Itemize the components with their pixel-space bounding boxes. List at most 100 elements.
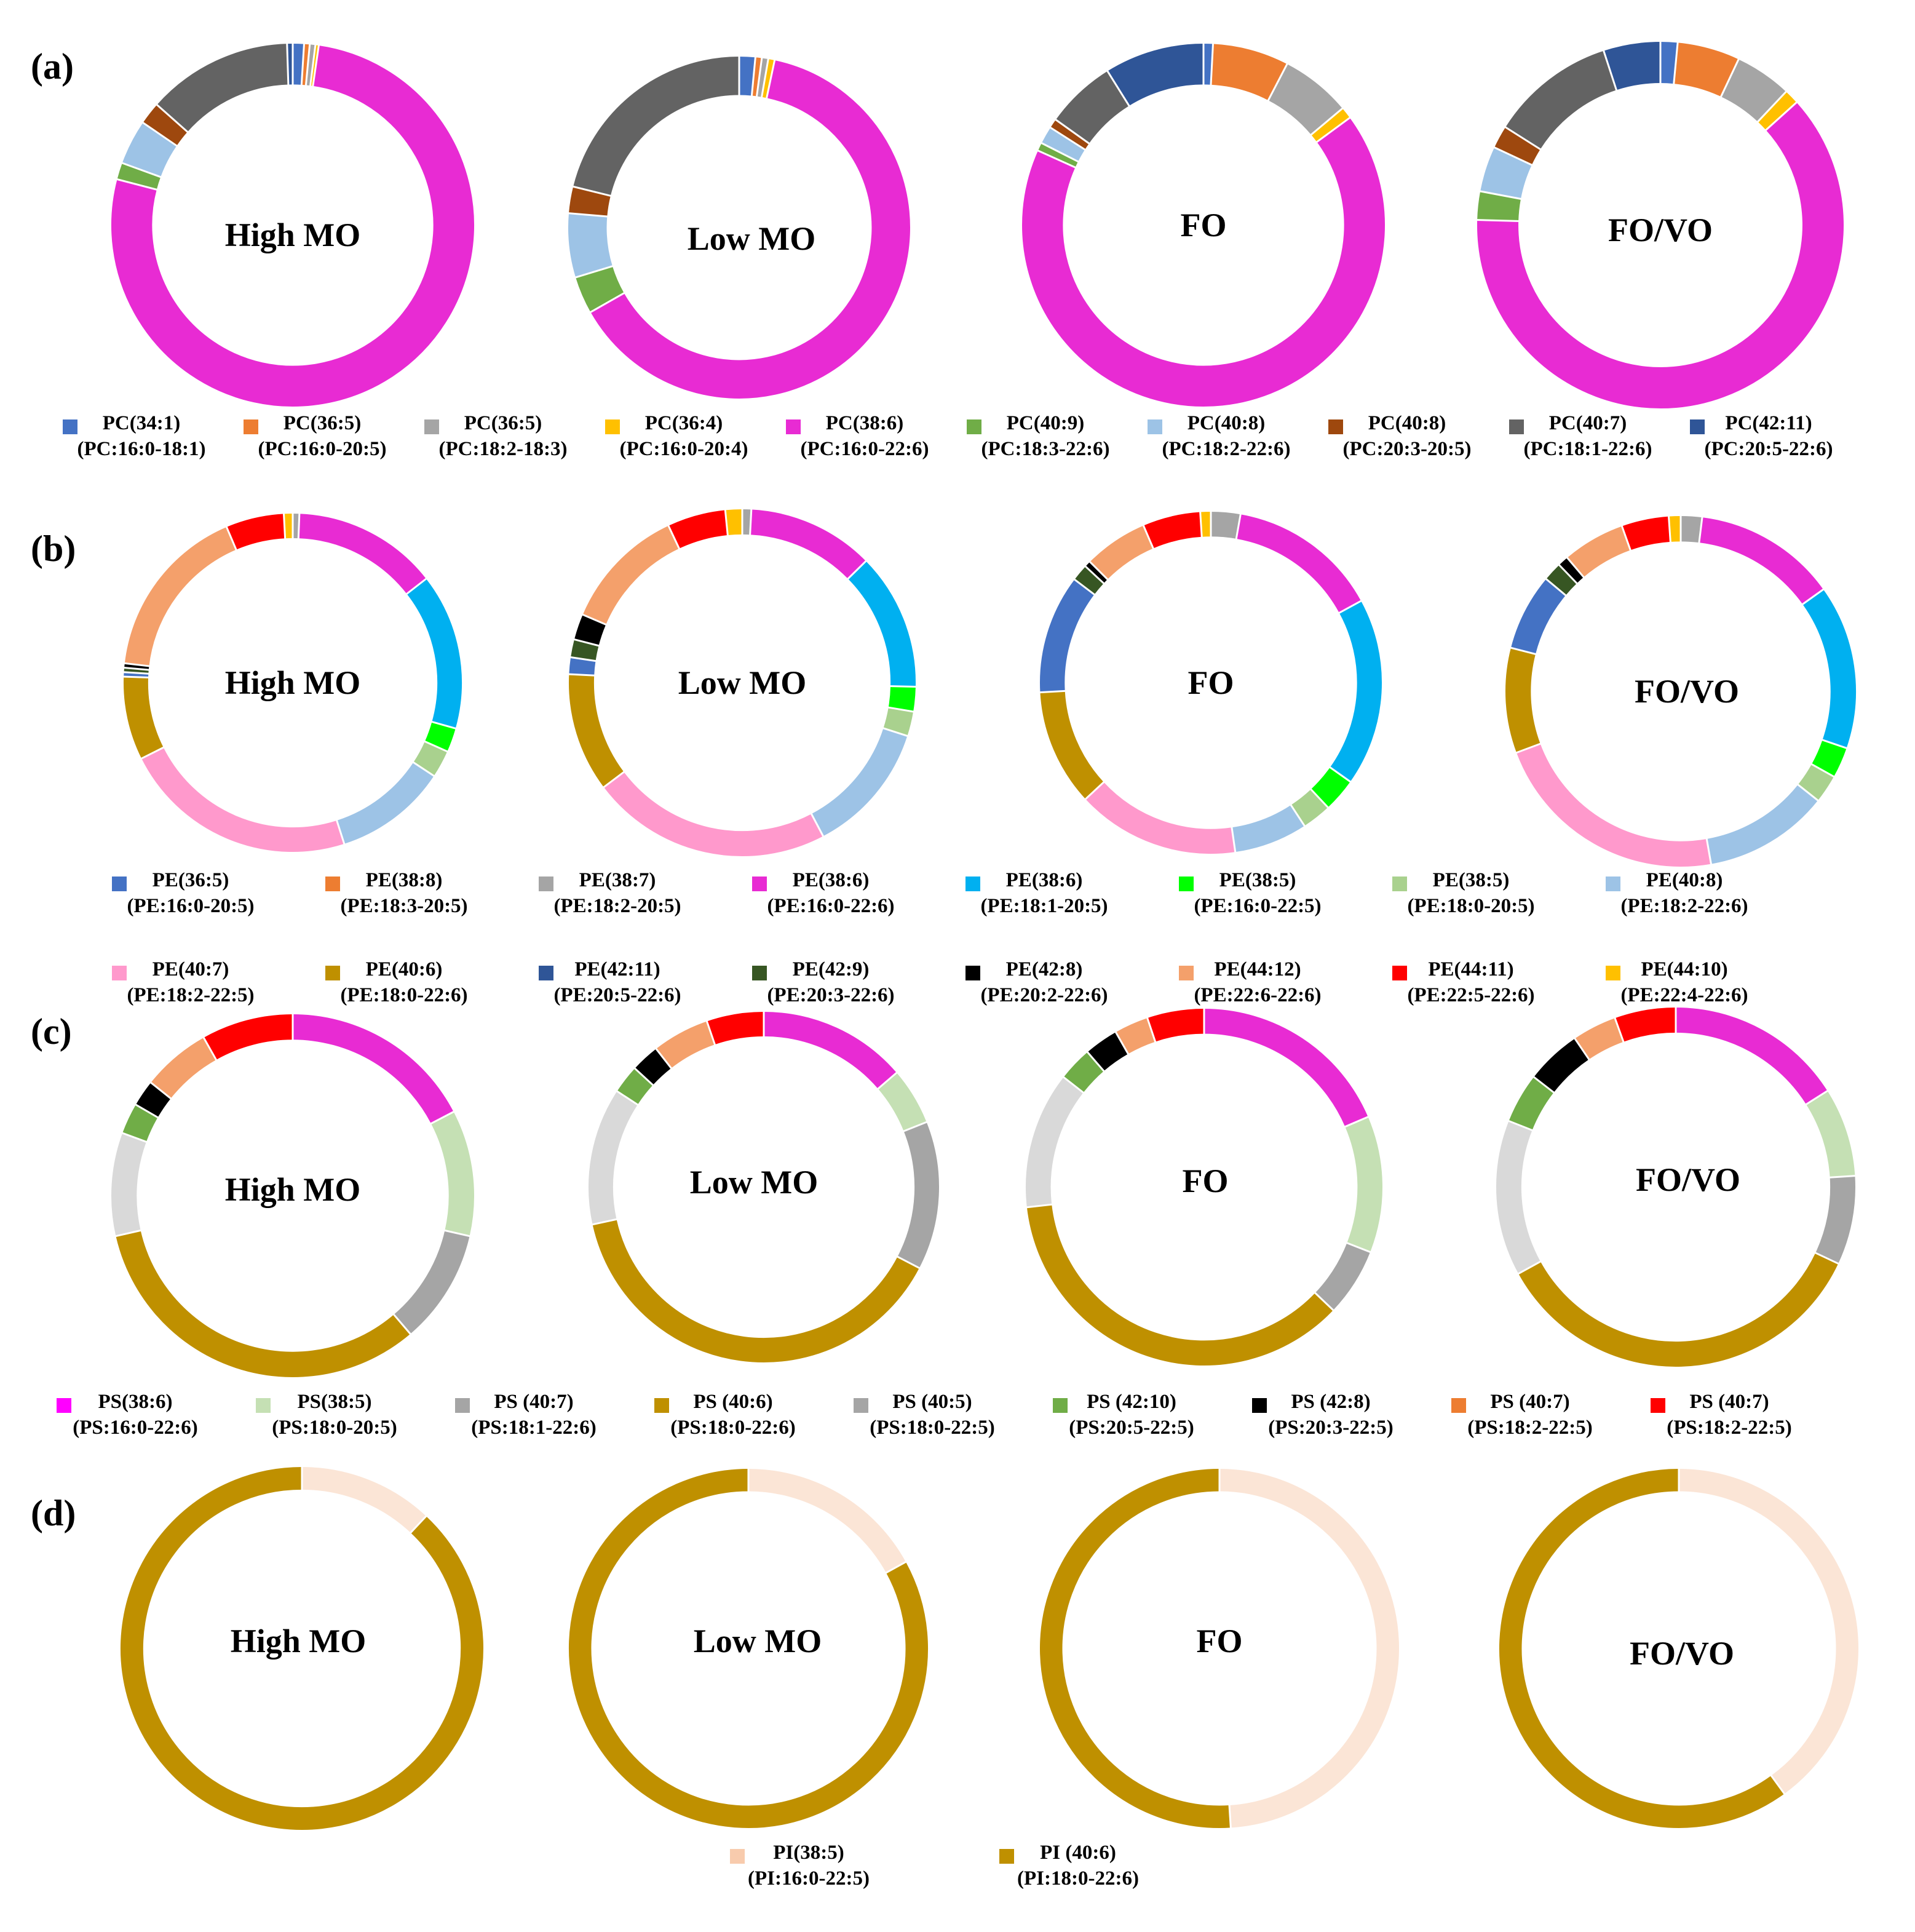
donut-fo-vo: FO/VO xyxy=(1505,515,1856,867)
donut-segment xyxy=(847,561,916,687)
segment-separator xyxy=(1338,599,1363,614)
legend-item: PE(40:6) (PE:18:0-22:6) xyxy=(325,958,468,1006)
donut-segment xyxy=(1505,50,1617,150)
legend-sub: (PE:18:3-20:5) xyxy=(340,895,467,917)
legend-sub: (PE:18:1-20:5) xyxy=(980,895,1108,917)
legend-name: PE(40:8) xyxy=(1646,869,1723,891)
legend-name: PC(40:7) xyxy=(1549,412,1627,434)
segment-separator xyxy=(1804,1089,1830,1106)
segment-separator xyxy=(887,706,915,713)
legend-sub: (PS:20:3-22:5) xyxy=(1268,1417,1393,1439)
legend-swatch xyxy=(1328,419,1343,434)
legend-name: PE(38:6) xyxy=(793,869,870,891)
donut-segment xyxy=(1040,579,1095,693)
donut-segment xyxy=(1040,1469,1231,1828)
legend-name: PE(38:7) xyxy=(579,869,656,891)
donut-center-label: Low MO xyxy=(688,220,816,257)
donut-center-label: Low MO xyxy=(694,1623,822,1660)
donut-segment xyxy=(124,677,164,759)
donut-fo-vo: FO/VO xyxy=(1499,1468,1858,1828)
donut-segment xyxy=(1026,1204,1333,1366)
segment-separator xyxy=(755,57,763,98)
segment-separator xyxy=(392,1313,412,1336)
legend-swatch xyxy=(1606,966,1620,980)
donut-center-label: FO/VO xyxy=(1636,1161,1740,1198)
segment-separator xyxy=(225,525,238,552)
legend-name: PS (42:8) xyxy=(1291,1391,1370,1413)
legend-item: PC(40:8) (PC:18:2-22:6) xyxy=(1148,412,1290,460)
legend-swatch xyxy=(1651,1398,1665,1413)
segment-separator xyxy=(1620,525,1632,552)
segment-separator xyxy=(1025,1203,1053,1209)
legend-item: PS (40:7) (PS:18:1-22:6) xyxy=(455,1391,597,1439)
donut-segment xyxy=(1574,1018,1624,1060)
segment-separator xyxy=(574,264,614,279)
legend-swatch xyxy=(967,419,981,434)
legend-swatch xyxy=(539,966,553,980)
segment-separator xyxy=(615,1089,640,1107)
legend-swatch xyxy=(1179,966,1194,980)
legend-name: PS(38:5) xyxy=(298,1391,372,1413)
legend-swatch xyxy=(325,877,340,891)
donut-segment xyxy=(292,43,304,85)
segment-separator xyxy=(1309,787,1330,809)
legend-sub: (PS:18:2-22:5) xyxy=(1667,1417,1791,1439)
donut-segment xyxy=(1668,516,1681,542)
legend-sub: (PC:18:2-18:3) xyxy=(439,438,568,460)
donut-segment xyxy=(617,1068,653,1105)
segment-separator xyxy=(335,819,346,846)
legend-item: PS(38:5) (PS:18:0-20:5) xyxy=(256,1391,397,1439)
segment-separator xyxy=(282,512,287,540)
donut-segment xyxy=(1345,1116,1382,1252)
donut-segment xyxy=(1622,516,1671,551)
legend-sub: (PE:16:0-22:5) xyxy=(1194,895,1321,917)
donut-center-label: High MO xyxy=(231,1623,367,1660)
legend-sub: (PC:16:0-20:4) xyxy=(620,438,748,460)
donut-segment xyxy=(569,657,596,676)
donut-segment xyxy=(1074,566,1104,595)
legend-sub: (PE:22:5-22:6) xyxy=(1407,984,1534,1006)
legend-name: PC(34:1) xyxy=(103,412,180,434)
segment-separator xyxy=(568,673,596,677)
donut-segment xyxy=(1330,601,1382,782)
donut-segment xyxy=(111,1133,147,1236)
segment-separator xyxy=(411,761,436,777)
donut-segment xyxy=(1559,557,1584,584)
segment-separator xyxy=(405,577,428,595)
legend-name: PC(40:8) xyxy=(1368,412,1446,434)
segment-separator xyxy=(1566,556,1585,579)
donut-segment xyxy=(1758,92,1797,130)
legend-item: PS (42:8) (PS:20:3-22:5) xyxy=(1252,1391,1394,1439)
segment-separator xyxy=(1199,511,1203,538)
segment-separator xyxy=(1314,1291,1335,1312)
segment-separator xyxy=(1309,106,1344,137)
segment-separator xyxy=(810,812,825,838)
donut-segment xyxy=(298,514,426,594)
legend-item: PE(44:10) (PE:22:4-22:6) xyxy=(1606,958,1748,1006)
legend-sub: (PE:20:2-22:6) xyxy=(980,984,1108,1006)
segment-separator xyxy=(1231,826,1237,854)
donut-segment xyxy=(1678,1469,1858,1794)
legend-item: PI(38:5) (PI:16:0-22:5) xyxy=(730,1842,870,1890)
legend-name: PE(38:6) xyxy=(1006,869,1083,891)
donut-segment xyxy=(1615,1008,1676,1042)
legend-sub: (PC:20:5-22:6) xyxy=(1705,438,1833,460)
legend-name: PC(40:9) xyxy=(1007,412,1084,434)
donut-segment xyxy=(292,1014,454,1124)
legend-sub: (PE:22:6-22:6) xyxy=(1194,984,1321,1006)
legend-name: PE(36:5) xyxy=(153,869,229,891)
segment-separator xyxy=(884,1560,908,1575)
segment-separator xyxy=(1114,1030,1130,1055)
donut-segment xyxy=(1699,517,1823,605)
legend-name: PE(38:5) xyxy=(1433,869,1510,891)
segment-separator xyxy=(122,675,150,679)
donut-segment xyxy=(707,1012,764,1045)
donut-segment xyxy=(1050,119,1090,150)
segment-separator xyxy=(1054,118,1091,145)
segment-separator xyxy=(202,1036,218,1062)
segment-separator xyxy=(1573,1036,1591,1061)
segment-separator xyxy=(1810,763,1836,778)
legend-item: PE(38:8) (PE:18:3-20:5) xyxy=(325,869,468,917)
legend-name: PS(38:6) xyxy=(98,1391,173,1413)
segment-separator xyxy=(1084,565,1106,585)
